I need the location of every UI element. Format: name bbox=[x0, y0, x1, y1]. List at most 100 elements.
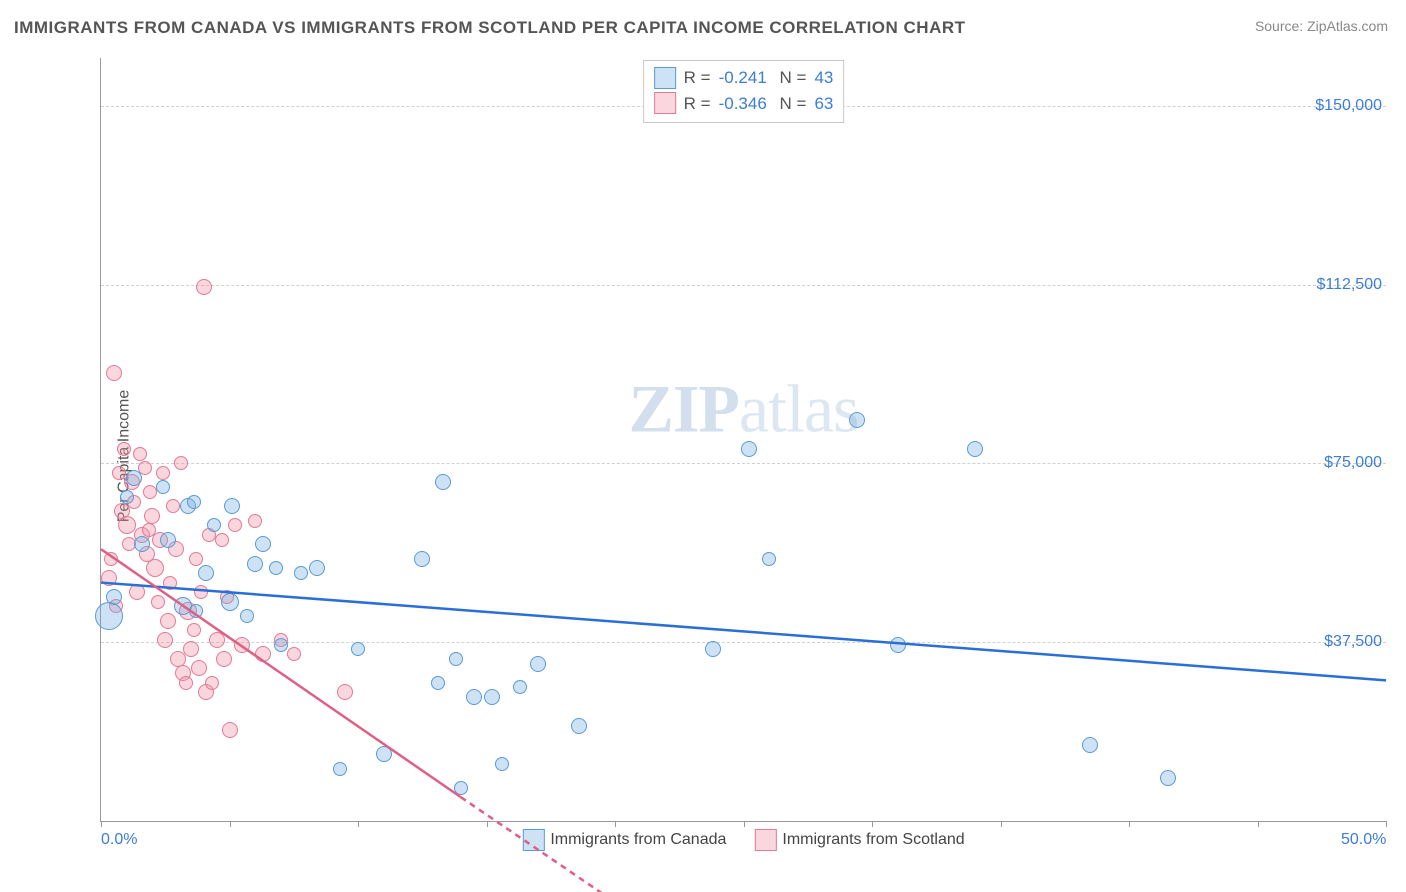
point-canada bbox=[240, 609, 254, 623]
point-canada bbox=[571, 718, 587, 734]
point-scotland bbox=[216, 651, 232, 667]
gridline bbox=[101, 642, 1386, 643]
chart-title: IMMIGRANTS FROM CANADA VS IMMIGRANTS FRO… bbox=[14, 18, 966, 38]
point-canada bbox=[134, 536, 150, 552]
watermark: ZIPatlas bbox=[629, 369, 859, 448]
point-canada bbox=[274, 638, 288, 652]
x-tick bbox=[1001, 821, 1002, 827]
point-canada bbox=[333, 762, 347, 776]
point-scotland bbox=[157, 632, 173, 648]
point-canada bbox=[255, 536, 271, 552]
legend-stats: R = -0.241 N = 43 R = -0.346 N = 63 bbox=[643, 60, 845, 123]
point-scotland bbox=[104, 552, 118, 566]
point-canada bbox=[466, 689, 482, 705]
point-scotland bbox=[118, 516, 136, 534]
legend-stats-row-scotland: R = -0.346 N = 63 bbox=[654, 91, 834, 117]
point-canada bbox=[187, 495, 201, 509]
point-scotland bbox=[234, 637, 250, 653]
point-canada bbox=[221, 593, 239, 611]
x-tick bbox=[1129, 821, 1130, 827]
regression-lines bbox=[101, 58, 1386, 821]
point-scotland bbox=[228, 518, 242, 532]
legend-swatch-icon bbox=[522, 829, 544, 851]
point-scotland bbox=[191, 660, 207, 676]
gridline bbox=[101, 285, 1386, 286]
point-scotland bbox=[106, 365, 122, 381]
point-canada bbox=[484, 689, 500, 705]
point-scotland bbox=[337, 684, 353, 700]
legend-item-canada: Immigrants from Canada bbox=[522, 829, 726, 851]
point-canada bbox=[890, 637, 906, 653]
point-canada bbox=[126, 470, 142, 486]
point-scotland bbox=[287, 647, 301, 661]
legend-series: Immigrants from Canada Immigrants from S… bbox=[522, 829, 964, 851]
point-canada bbox=[156, 480, 170, 494]
point-canada bbox=[449, 652, 463, 666]
legend-label: Immigrants from Scotland bbox=[782, 831, 964, 849]
point-scotland bbox=[151, 595, 165, 609]
point-scotland bbox=[187, 623, 201, 637]
x-tick bbox=[615, 821, 616, 827]
x-tick bbox=[1386, 821, 1387, 827]
source-attribution: Source: ZipAtlas.com bbox=[1255, 18, 1388, 34]
point-scotland bbox=[101, 570, 117, 586]
point-scotland bbox=[166, 499, 180, 513]
point-scotland bbox=[248, 514, 262, 528]
point-canada bbox=[120, 490, 134, 504]
point-canada bbox=[269, 561, 283, 575]
x-tick-label: 0.0% bbox=[101, 831, 137, 849]
point-canada bbox=[351, 642, 365, 656]
legend-item-scotland: Immigrants from Scotland bbox=[754, 829, 964, 851]
point-canada bbox=[741, 441, 757, 457]
legend-swatch-icon bbox=[754, 829, 776, 851]
x-tick bbox=[358, 821, 359, 827]
point-scotland bbox=[189, 552, 203, 566]
point-canada bbox=[160, 532, 176, 548]
point-canada bbox=[247, 556, 263, 572]
point-canada bbox=[198, 565, 214, 581]
point-canada bbox=[705, 641, 721, 657]
point-canada bbox=[967, 441, 983, 457]
point-scotland bbox=[163, 576, 177, 590]
point-scotland bbox=[255, 646, 271, 662]
point-canada bbox=[495, 757, 509, 771]
point-canada bbox=[376, 746, 392, 762]
point-canada bbox=[106, 589, 122, 605]
point-scotland bbox=[133, 447, 147, 461]
point-canada bbox=[1160, 770, 1176, 786]
point-canada bbox=[309, 560, 325, 576]
legend-label: Immigrants from Canada bbox=[550, 831, 726, 849]
legend-stats-row-canada: R = -0.241 N = 43 bbox=[654, 65, 834, 91]
x-tick-label: 50.0% bbox=[1341, 831, 1386, 849]
point-scotland bbox=[183, 641, 199, 657]
point-scotland bbox=[160, 613, 176, 629]
point-canada bbox=[1082, 737, 1098, 753]
point-scotland bbox=[222, 722, 238, 738]
point-canada bbox=[530, 656, 546, 672]
chart-container: Per Capita Income ZIPatlas R = -0.241 N … bbox=[50, 50, 1396, 862]
point-scotland bbox=[215, 533, 229, 547]
point-canada bbox=[435, 474, 451, 490]
x-tick bbox=[1258, 821, 1259, 827]
point-canada bbox=[431, 676, 445, 690]
legend-swatch-scotland bbox=[654, 92, 676, 114]
point-scotland bbox=[144, 508, 160, 524]
x-tick bbox=[230, 821, 231, 827]
point-scotland bbox=[179, 676, 193, 690]
point-canada bbox=[414, 551, 430, 567]
point-scotland bbox=[129, 584, 145, 600]
point-canada bbox=[513, 680, 527, 694]
point-scotland bbox=[205, 676, 219, 690]
legend-swatch-canada bbox=[654, 67, 676, 89]
point-canada bbox=[189, 604, 203, 618]
point-scotland bbox=[117, 442, 131, 456]
point-scotland bbox=[196, 279, 212, 295]
gridline bbox=[101, 463, 1386, 464]
y-tick-label: $75,000 bbox=[1324, 454, 1388, 472]
point-scotland bbox=[194, 585, 208, 599]
y-tick-label: $150,000 bbox=[1315, 97, 1388, 115]
y-tick-label: $112,500 bbox=[1316, 276, 1388, 294]
x-tick bbox=[487, 821, 488, 827]
point-canada bbox=[849, 412, 865, 428]
point-scotland bbox=[209, 632, 225, 648]
